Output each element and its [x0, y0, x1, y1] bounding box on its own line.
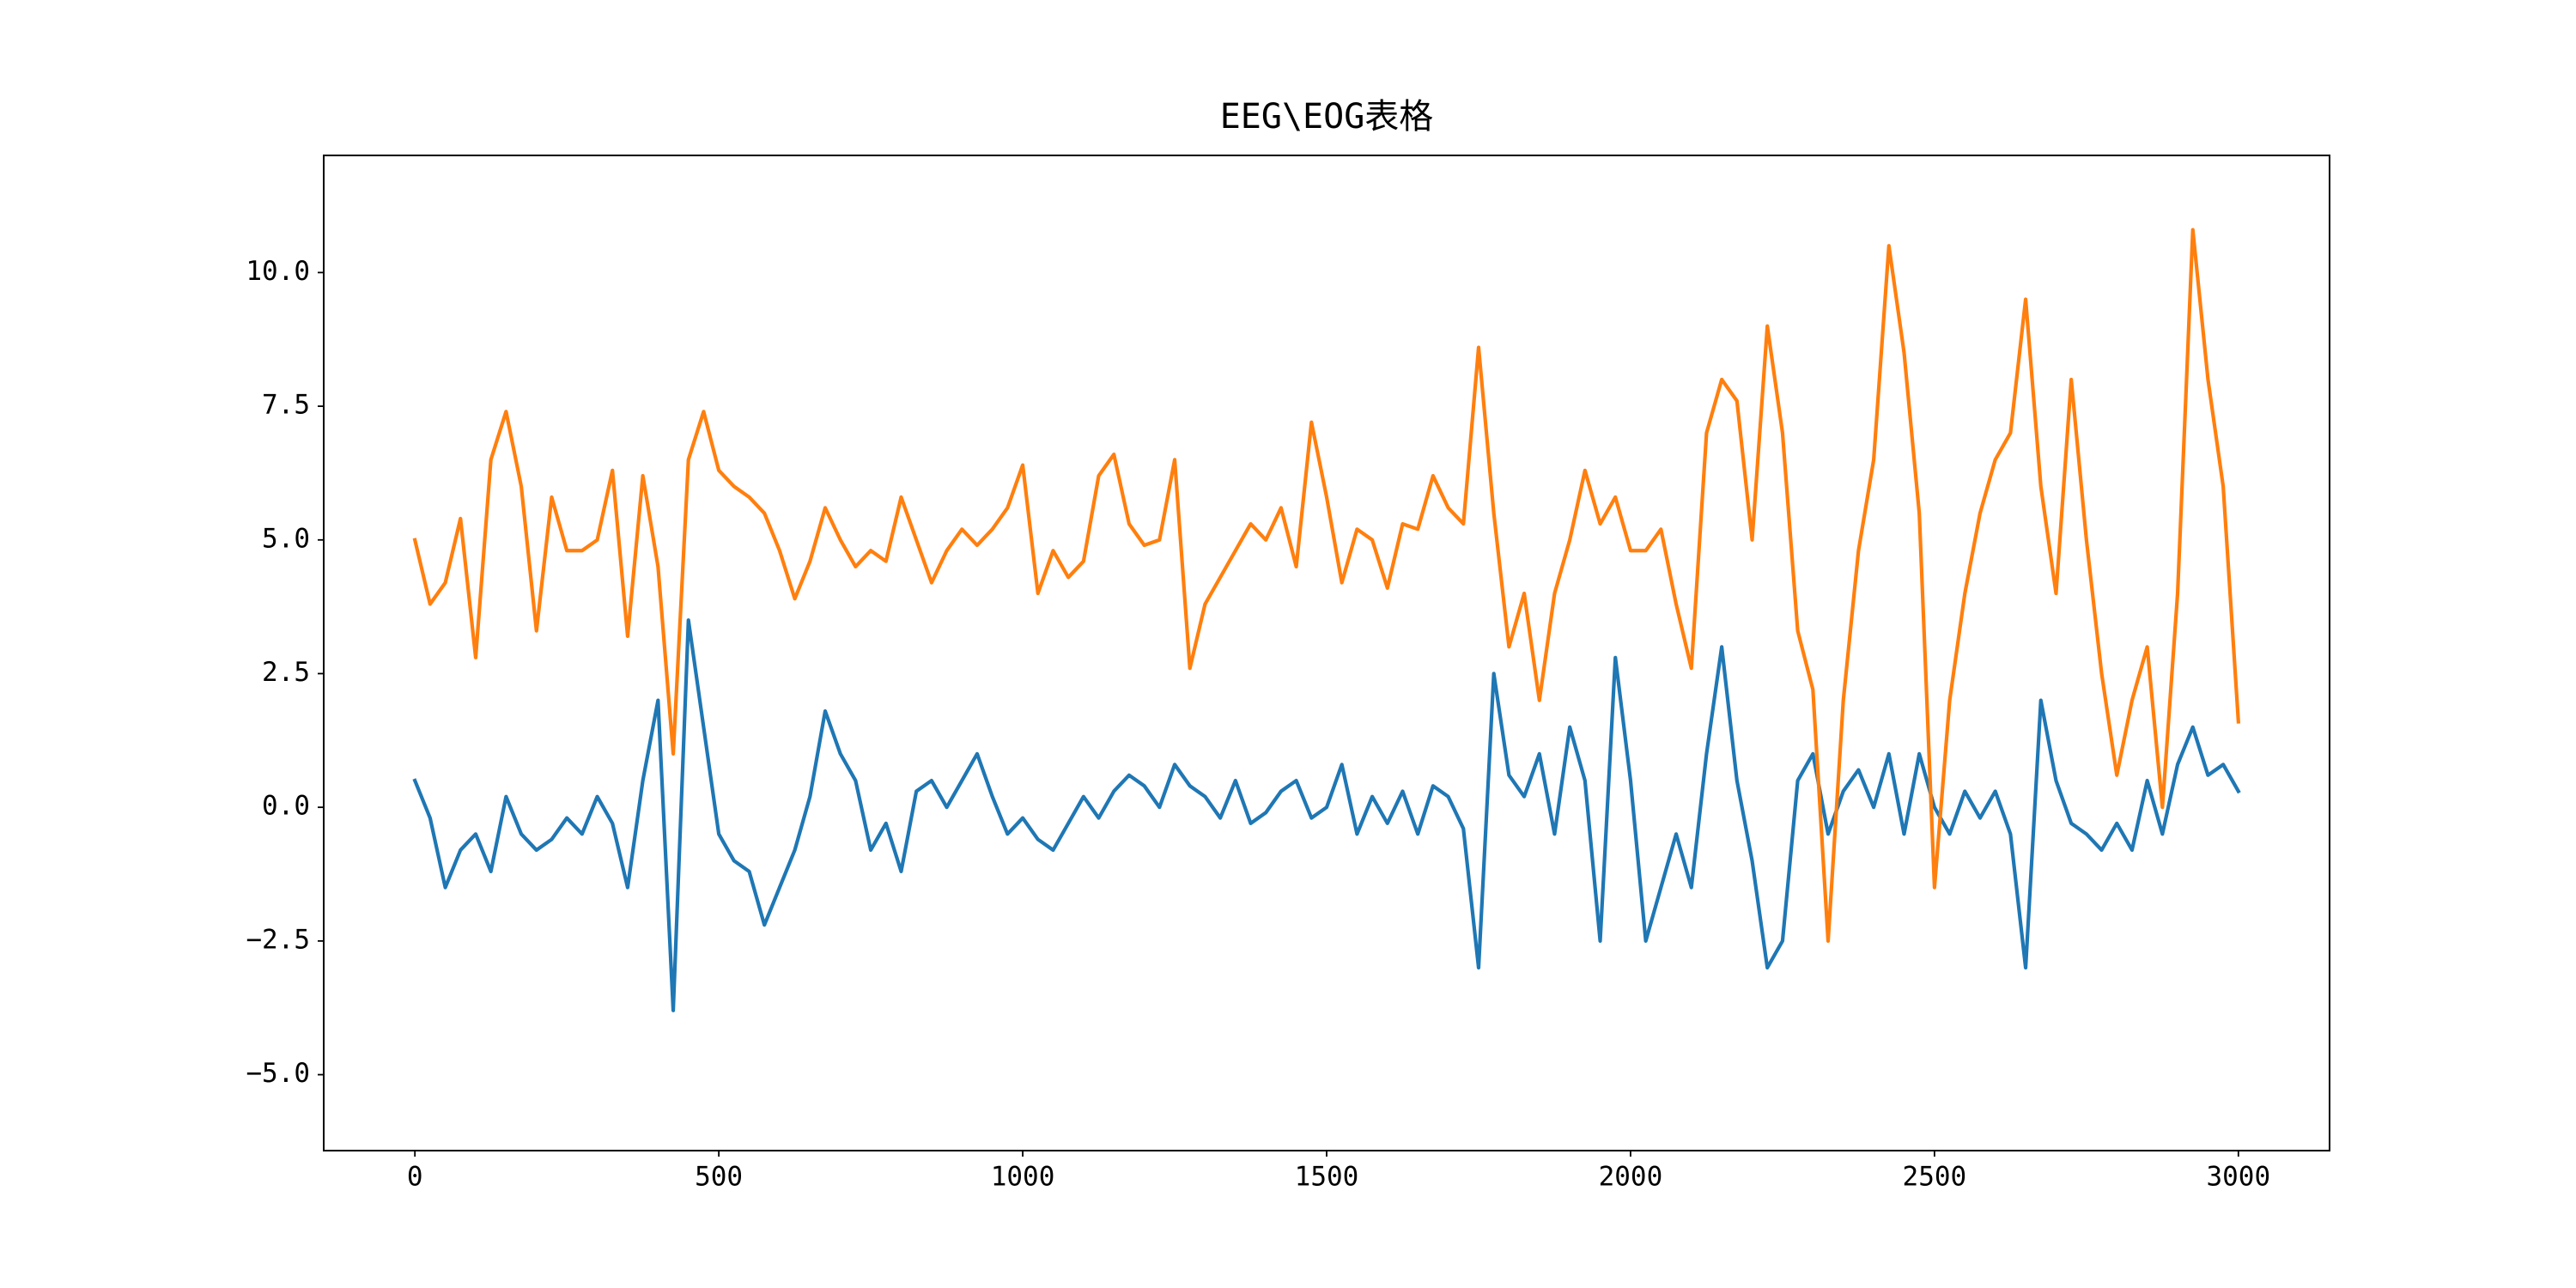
y-tick-label: −5.0 — [246, 1058, 310, 1089]
x-tick-label: 1000 — [991, 1162, 1055, 1193]
y-tick-label: 7.5 — [262, 390, 310, 421]
x-tick-label: 3000 — [2206, 1162, 2270, 1193]
x-tick-label: 2000 — [1599, 1162, 1663, 1193]
y-tick-label: −2.5 — [246, 924, 310, 955]
x-tick-label: 500 — [695, 1162, 743, 1193]
data-line — [412, 618, 2241, 1012]
x-tick-label: 2500 — [1903, 1162, 1967, 1193]
plot-frame — [323, 155, 2330, 1151]
x-tick-label: 1500 — [1295, 1162, 1359, 1193]
y-tick-label: 5.0 — [262, 523, 310, 554]
x-tick-label: 0 — [407, 1162, 423, 1193]
chart-title: EEG\EOG表格 — [1220, 97, 1434, 137]
y-tick-label: 0.0 — [262, 791, 310, 822]
data-line — [412, 228, 2241, 943]
y-tick-label: 2.5 — [262, 657, 310, 688]
y-tick-label: 10.0 — [246, 256, 310, 287]
